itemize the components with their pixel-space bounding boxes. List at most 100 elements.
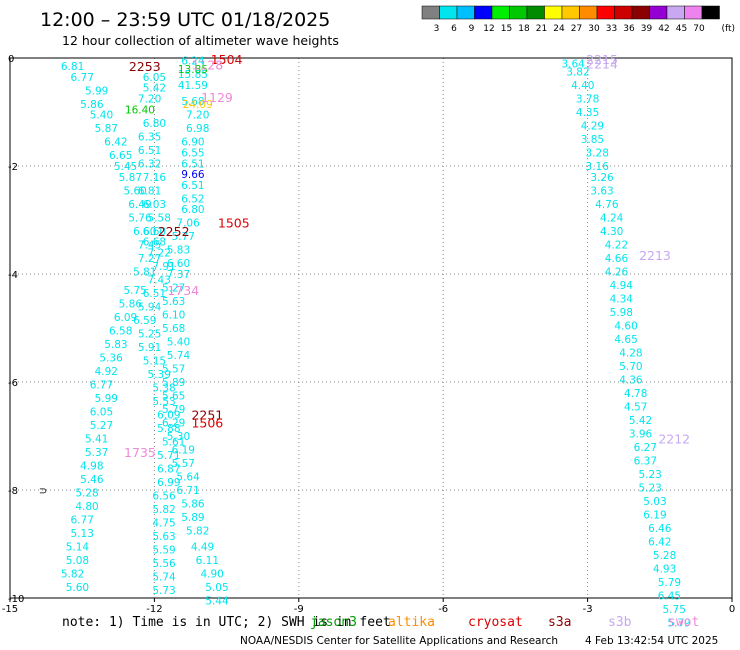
y-tick-label: -2 (8, 162, 18, 173)
data-point-label: 5.46 (80, 474, 104, 486)
data-point-label: 6.52 (181, 193, 204, 205)
scale-label: 36 (623, 24, 635, 34)
data-point-label: 4.36 (619, 374, 643, 386)
data-point-label: 4.24 (600, 212, 624, 224)
data-point-label: 5.86 (119, 299, 143, 311)
data-point-label: 5.82 (152, 504, 175, 516)
scale-label: 6 (451, 24, 457, 34)
data-point-label: 6.35 (138, 131, 161, 143)
data-point-label: 5.77 (172, 231, 195, 243)
data-point-label: 5.70 (619, 361, 642, 373)
scale-label: 24 (553, 24, 565, 34)
data-point-label: 5.79 (162, 404, 185, 416)
data-point-label: 5.57 (172, 458, 195, 470)
color-swatch (474, 5, 493, 20)
data-point-label: 6.60 (167, 258, 190, 270)
data-point-label: 5.74 (152, 571, 176, 583)
data-point-label: 5.13 (71, 528, 94, 540)
footnote: note: 1) Time is in UTC; 2) SWH is in fe… (62, 615, 391, 630)
y-tick-label: 0 (8, 54, 14, 65)
data-point-label: 5.79 (667, 617, 690, 629)
data-point-label: 3.16 (586, 161, 610, 173)
data-point-label: 6.19 (643, 509, 666, 521)
data-point-label: 15.85 (178, 69, 208, 81)
data-point-label: 6.37 (634, 455, 657, 467)
data-point-label: 7.16 (143, 172, 167, 184)
data-point-label: 6.80 (181, 204, 204, 216)
data-point-label: 6.59 (133, 315, 156, 327)
position-marker: ⊃ (39, 486, 47, 497)
x-tick-label: 0 (729, 604, 735, 615)
data-point-label: 5.56 (152, 558, 176, 570)
data-point-label: 5.79 (658, 577, 681, 589)
pass-label: 1506 (191, 416, 223, 431)
data-point-label: 5.86 (80, 99, 104, 111)
data-point-label: 3.96 (629, 428, 653, 440)
data-point-label: 7.37 (167, 269, 190, 281)
data-point-label: 5.58 (148, 212, 171, 224)
data-point-label: 6.51 (138, 145, 161, 157)
scale-label: 18 (518, 24, 530, 34)
pass-label: 1129 (201, 90, 233, 105)
data-point-label: 7.20 (186, 110, 209, 122)
data-point-label: 6.90 (181, 137, 204, 149)
data-point-label: 4.75 (152, 517, 175, 529)
scale-label: 45 (676, 24, 687, 34)
data-point-label: 7.22 (148, 247, 171, 259)
color-swatch (491, 5, 510, 20)
data-point-label: 6.42 (104, 137, 127, 149)
data-point-label: 7.43 (148, 274, 171, 286)
color-swatch (666, 5, 685, 20)
data-point-label: 5.03 (643, 496, 666, 508)
data-point-label: 5.75 (663, 604, 686, 616)
data-point-label: 6.03 (143, 199, 166, 211)
data-point-label: 4.66 (605, 253, 629, 265)
data-point-label: 5.83 (167, 245, 190, 257)
data-point-label: 4.80 (75, 501, 98, 513)
data-point-label: 4.34 (610, 293, 634, 305)
data-point-label: 6.27 (634, 442, 657, 454)
data-point-label: 5.42 (629, 415, 652, 427)
data-point-label: 6.51 (181, 158, 204, 170)
data-point-label: 9.66 (181, 169, 205, 181)
data-point-label: 6.77 (90, 380, 113, 392)
data-point-label: 13.85 (178, 64, 208, 76)
color-swatch (456, 5, 475, 20)
scale-label: 42 (658, 24, 669, 34)
x-tick-label: -15 (2, 604, 18, 615)
data-point-label: 3.64 (561, 58, 585, 70)
data-point-label: 6.09 (114, 312, 137, 324)
color-swatch (421, 5, 440, 20)
data-point-label: 4.29 (581, 121, 604, 133)
color-swatch (509, 5, 528, 20)
pass-label: 1504 (211, 52, 243, 67)
data-point-label: 6.55 (181, 148, 204, 160)
data-point-label: 5.44 (205, 596, 229, 608)
data-point-label: 5.60 (123, 185, 146, 197)
color-swatch (439, 5, 458, 20)
color-swatch (614, 5, 633, 20)
data-point-label: 5.63 (162, 296, 185, 308)
data-point-label: 5.39 (148, 369, 171, 381)
data-point-label: 5.98 (610, 307, 633, 319)
pass-label: 2214 (586, 56, 618, 71)
color-swatch (701, 5, 720, 20)
data-point-label: 5.76 (128, 212, 152, 224)
data-point-label: 6.99 (157, 477, 180, 489)
pass-label: 1505 (218, 216, 250, 231)
data-point-label: 5.82 (61, 569, 84, 581)
legend-item-swot: swot (668, 615, 699, 630)
data-point-label: 4.22 (605, 239, 628, 251)
y-tick-label: -4 (8, 270, 18, 281)
scale-label: 9 (469, 24, 475, 34)
data-point-label: 3.63 (590, 185, 613, 197)
data-point-label: 4.28 (619, 347, 642, 359)
data-point-label: 6.68 (143, 237, 166, 249)
data-point-label: 5.73 (152, 585, 175, 597)
pass-label: 1128 (191, 57, 223, 72)
data-point-label: 5.38 (152, 382, 175, 394)
data-point-label: 5.28 (653, 550, 676, 562)
data-point-label: 4.35 (576, 107, 599, 119)
pass-label: 2213 (639, 248, 671, 263)
